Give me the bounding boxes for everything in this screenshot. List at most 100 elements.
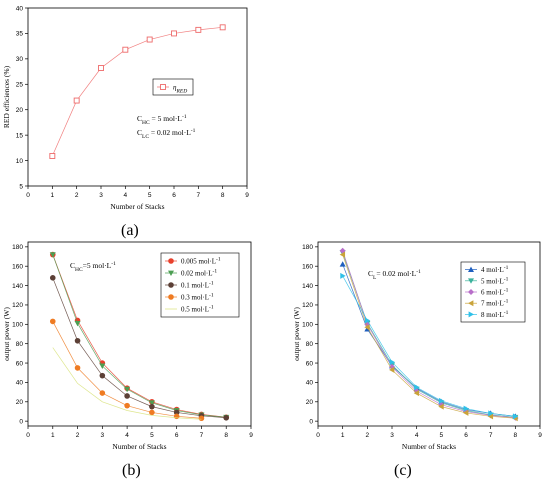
data-point (512, 413, 519, 420)
y-tick-label: 80 (306, 341, 314, 348)
caption-c: (c) (394, 462, 412, 479)
x-axis-label: Number of Stacks (110, 202, 164, 211)
annotation: CLC = 0.02 mol·L-1 (137, 128, 196, 140)
series-3 (339, 251, 518, 422)
data-point (339, 261, 346, 267)
y-tick-label: 40 (306, 380, 314, 387)
legend-label: 7 mol·L-1 (481, 299, 509, 308)
y-tick-label: 40 (16, 5, 24, 12)
data-point (339, 251, 346, 258)
x-tick-label: 6 (172, 192, 176, 199)
x-tick-label: 9 (538, 432, 542, 439)
y-tick-label: 20 (16, 107, 24, 114)
y-tick-label: 0 (19, 418, 23, 425)
series-line (52, 347, 202, 420)
data-point (124, 402, 130, 409)
y-tick-label: 80 (16, 341, 24, 348)
data-point (98, 65, 104, 71)
y-tick-label: 140 (12, 283, 23, 290)
series-line (52, 254, 227, 418)
x-tick-label: 6 (175, 432, 179, 439)
data-point (173, 409, 180, 416)
chart-a: 0 1 2 3 4 5 6 7 8 9 5 10 15 20 25 30 35 40 Number of Stack… (2, 5, 249, 211)
series-3 (49, 318, 205, 422)
x-axis-label: Number of Stacks (112, 442, 166, 451)
data-point (223, 414, 230, 421)
series-line (342, 250, 516, 419)
chart-b: 0 1 2 3 4 5 6 7 8 9 0 20 40 60 80 100 120 140 160 180 Number… (2, 241, 253, 451)
legend-marker (168, 282, 174, 288)
series-line (342, 275, 516, 417)
legend-label: 0.02 mol·L-1 (181, 269, 217, 278)
legend-label: 0.3 mol·L-1 (181, 293, 214, 302)
legend-label: 4 mol·L-1 (481, 265, 509, 274)
series-4 (52, 347, 202, 420)
y-tick-label: 100 (12, 322, 23, 329)
data-point (173, 413, 180, 420)
x-tick-label: 3 (99, 192, 103, 199)
data-point (438, 397, 445, 404)
data-point (195, 26, 202, 33)
y-tick-label: 120 (12, 302, 23, 309)
plot-frame (27, 7, 248, 187)
data-point (148, 400, 155, 406)
y-tick-label: 25 (16, 82, 24, 89)
series-0 (49, 24, 226, 159)
legend-marker (168, 258, 174, 264)
data-point (198, 415, 205, 422)
x-tick-label: 0 (316, 432, 320, 439)
x-tick-label: 5 (150, 432, 154, 439)
x-tick-label: 2 (76, 432, 80, 439)
y-tick-label: 160 (12, 264, 23, 271)
y-tick-label: 140 (302, 283, 313, 290)
x-tick-label: 7 (200, 432, 204, 439)
y-tick-label: 5 (19, 183, 23, 190)
series-line (52, 277, 227, 419)
x-axis-label: Number of Stacks (402, 442, 456, 451)
y-axis-label: RED efficiences (%) (2, 65, 11, 128)
x-tick-label: 1 (51, 192, 55, 199)
legend-marker (468, 289, 474, 295)
x-tick-label: 6 (464, 432, 468, 439)
plot-frame (317, 241, 541, 427)
series-line (52, 26, 223, 157)
data-point (99, 363, 106, 369)
caption-a: (a) (121, 222, 139, 239)
y-tick-label: 0 (309, 418, 313, 425)
legend-label: 6 mol·L-1 (481, 288, 509, 297)
legend-marker (160, 84, 166, 90)
data-point (389, 366, 395, 373)
data-point (219, 24, 226, 31)
legend: ηRED (152, 78, 194, 96)
y-tick-label: 15 (16, 132, 24, 139)
legend: 4 mol·L-1 5 mol·L-1 6 mol·L-1 7 mol·L-1 8 mo… (460, 261, 526, 323)
legend-box (152, 78, 194, 96)
legend-label: ηRED (173, 84, 187, 95)
plot-frame (27, 241, 252, 427)
data-point (389, 359, 395, 366)
y-tick-label: 40 (16, 380, 24, 387)
data-point (74, 337, 81, 344)
y-tick-label: 180 (302, 244, 313, 251)
caption-b: (b) (122, 462, 141, 479)
legend-label: 0.1 mol·L-1 (181, 281, 214, 290)
legend-label: 8 mol·L-1 (481, 310, 509, 319)
legend-marker (468, 266, 474, 272)
data-point (99, 372, 106, 379)
x-tick-label: 7 (197, 192, 201, 199)
legend-label: 0.005 mol·L-1 (181, 257, 221, 266)
data-point (340, 272, 346, 279)
y-tick-label: 10 (16, 158, 24, 165)
chart-c: 0 1 2 3 4 5 6 7 8 9 0 20 40 60 80 100 120 140 160 180 Number… (292, 241, 542, 451)
x-tick-label: 3 (390, 432, 394, 439)
y-tick-label: 180 (12, 244, 23, 251)
y-tick-label: 60 (306, 360, 314, 367)
data-point (463, 405, 469, 412)
data-point (49, 252, 56, 258)
x-tick-label: 4 (125, 432, 129, 439)
x-tick-label: 5 (148, 192, 152, 199)
annotation: CL= 0.02 mol·L-1 (368, 269, 421, 281)
x-tick-label: 5 (440, 432, 444, 439)
data-point (124, 393, 130, 399)
data-point (49, 275, 56, 281)
